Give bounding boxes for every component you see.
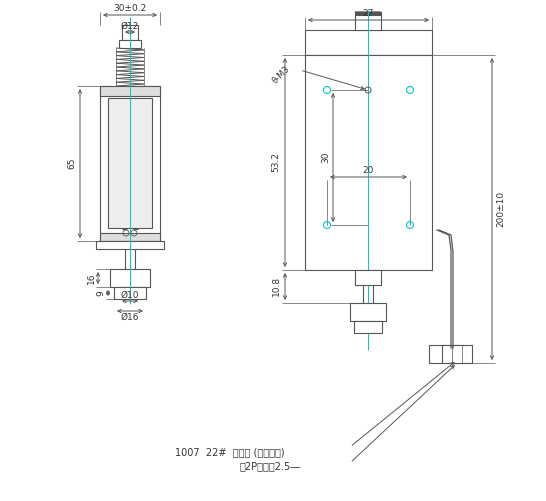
Bar [96,241,164,249]
Bar [100,86,160,241]
Bar [122,25,138,40]
Text: 10.8: 10.8 [271,276,281,296]
Bar [108,98,152,228]
Text: 65: 65 [68,157,76,169]
Text: 9: 9 [97,290,105,296]
Text: θ-M3: θ-M3 [271,65,292,86]
Text: 27: 27 [363,9,373,18]
Text: 53.2: 53.2 [271,152,281,172]
Text: 30±0.2: 30±0.2 [114,4,147,13]
Text: Ø10: Ø10 [121,291,139,300]
Text: 1007  22#  黄黑线 (黄左黑右): 1007 22# 黄黑线 (黄左黑右) [175,447,284,457]
Bar [429,345,459,363]
Bar [110,269,150,287]
Bar [305,55,432,270]
Text: Ø16: Ø16 [121,313,139,322]
Bar [442,345,472,363]
Bar [100,86,160,96]
Bar [305,30,432,55]
Text: Ø12: Ø12 [121,22,139,31]
Text: 200±10: 200±10 [496,191,506,227]
Text: 30: 30 [322,151,330,163]
Bar [355,12,381,30]
Text: 精2P射，间2.5―: 精2P射，间2.5― [240,461,301,471]
Text: 20: 20 [363,165,373,174]
Bar [114,287,146,299]
Bar [350,303,386,321]
Bar [119,40,141,48]
Bar [354,321,382,333]
Text: 16: 16 [86,272,96,284]
Bar [355,270,381,285]
Bar [100,233,160,241]
